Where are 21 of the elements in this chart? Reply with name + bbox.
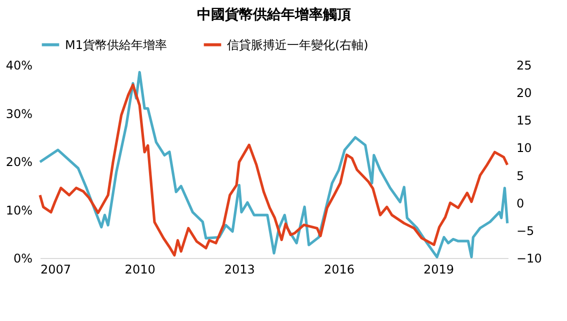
y-tick-label: 20% — [6, 155, 32, 169]
y-tick-label: 30% — [6, 106, 32, 121]
legend-label: M1貨幣供給年增率 — [65, 38, 167, 52]
y-tick-label: 10% — [6, 203, 32, 218]
x-tick-label: 2013 — [224, 262, 255, 276]
y-tick-label: 0% — [13, 252, 32, 266]
x-tick-label: 2016 — [324, 262, 354, 276]
chart-title: 中國貨幣供給年增率觸頂 — [197, 6, 351, 23]
y2-tick-label: 5 — [516, 168, 524, 183]
y2-tick-label: −5 — [516, 224, 534, 238]
x-tick-label: 2019 — [424, 262, 454, 276]
y2-tick-label: 20 — [516, 86, 532, 100]
y2-tick-label: −10 — [516, 252, 542, 266]
y2-tick-label: 25 — [516, 58, 532, 72]
x-tick-label: 2007 — [40, 262, 72, 276]
y2-tick-label: 10 — [516, 141, 532, 156]
y2-tick-label: 0 — [516, 196, 524, 210]
legend-label: 信貸脈搏近一年變化(右軸) — [227, 38, 368, 52]
y2-tick-label: 15 — [516, 114, 532, 128]
y-tick-label: 40% — [6, 58, 32, 72]
x-tick-label: 2010 — [124, 262, 156, 276]
